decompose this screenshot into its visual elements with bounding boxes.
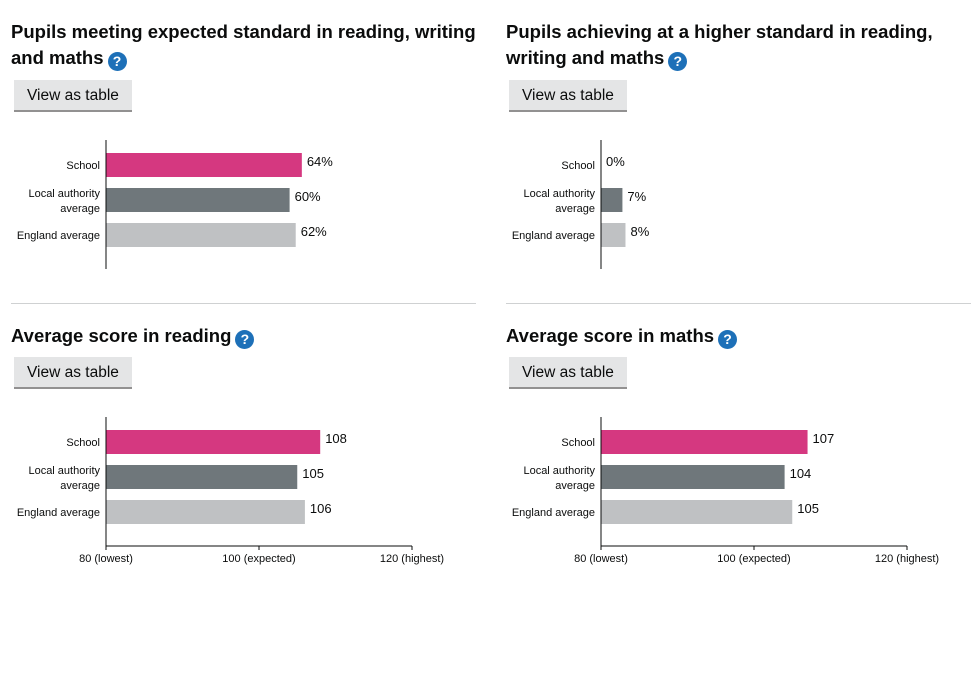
bar-local-authority	[106, 465, 298, 489]
value-label: 64%	[307, 154, 333, 169]
category-label-school: School	[561, 437, 595, 449]
bar-school	[601, 430, 808, 454]
category-label-school: School	[66, 437, 100, 449]
value-label: 105	[302, 466, 324, 481]
value-label: 108	[325, 431, 347, 446]
x-tick-label: 80 (lowest)	[79, 553, 133, 565]
value-label: 107	[813, 431, 835, 446]
category-label-england: England average	[512, 230, 595, 242]
value-label: 8%	[630, 224, 649, 239]
category-label-local-authority: Local authority average	[523, 188, 595, 215]
chart-title: Average score in maths?	[506, 323, 971, 349]
x-tick-label: 80 (lowest)	[574, 553, 628, 565]
chart-title: Pupils meeting expected standard in read…	[11, 19, 476, 71]
x-tick-label: 100 (expected)	[717, 553, 790, 565]
x-tick-label: 120 (highest)	[380, 553, 444, 565]
bar-local-authority	[601, 465, 785, 489]
chart-title: Pupils achieving at a higher standard in…	[506, 19, 971, 71]
section-divider	[506, 303, 971, 304]
chart-title-text: Average score in reading	[11, 325, 232, 346]
value-label: 105	[797, 501, 819, 516]
bar-chart: School 64% Local authority average 60% Englan…	[17, 140, 333, 269]
help-icon[interactable]: ?	[235, 330, 255, 349]
bar-local-authority	[601, 188, 623, 212]
x-tick-label: 100 (expected)	[222, 553, 295, 565]
help-icon[interactable]: ?	[668, 52, 688, 71]
category-label-england: England average	[17, 507, 100, 519]
chart-title-text: Pupils achieving at a higher standard in…	[506, 21, 933, 68]
bar-chart: School 108 Local authority average 105 Englan…	[17, 417, 444, 565]
view-as-table-button[interactable]: View as table	[14, 80, 132, 112]
help-icon[interactable]: ?	[107, 52, 127, 71]
category-label-local-authority: Local authority average	[523, 465, 595, 492]
bar-local-authority	[106, 188, 290, 212]
category-label-school: School	[66, 160, 100, 172]
bar-school	[106, 430, 321, 454]
bar-england	[601, 223, 626, 247]
category-label-england: England average	[512, 507, 595, 519]
value-label: 106	[310, 501, 332, 516]
value-label: 7%	[627, 189, 646, 204]
bar-england	[106, 223, 296, 247]
category-label-school: School	[561, 160, 595, 172]
chart-title-text: Average score in maths	[506, 325, 715, 346]
help-icon[interactable]: ?	[718, 330, 738, 349]
category-label-local-authority: Local authority average	[28, 188, 100, 215]
bar-england	[106, 500, 305, 524]
bar-england	[601, 500, 793, 524]
category-label-england: England average	[17, 230, 100, 242]
value-label: 104	[790, 466, 812, 481]
value-label: 0%	[606, 154, 625, 169]
section-divider	[11, 303, 476, 304]
bar-chart: School 0% Local authority average 7% England …	[512, 140, 650, 269]
value-label: 60%	[295, 189, 321, 204]
view-as-table-button[interactable]: View as table	[509, 80, 627, 112]
x-tick-label: 120 (highest)	[875, 553, 939, 565]
chart-title-text: Pupils meeting expected standard in read…	[11, 21, 476, 68]
chart-title: Average score in reading?	[11, 323, 476, 349]
bar-chart: School 107 Local authority average 104 Englan…	[512, 417, 939, 565]
view-as-table-button[interactable]: View as table	[509, 357, 627, 389]
value-label: 62%	[301, 224, 327, 239]
view-as-table-button[interactable]: View as table	[14, 357, 132, 389]
category-label-local-authority: Local authority average	[28, 465, 100, 492]
bar-school	[106, 153, 302, 177]
